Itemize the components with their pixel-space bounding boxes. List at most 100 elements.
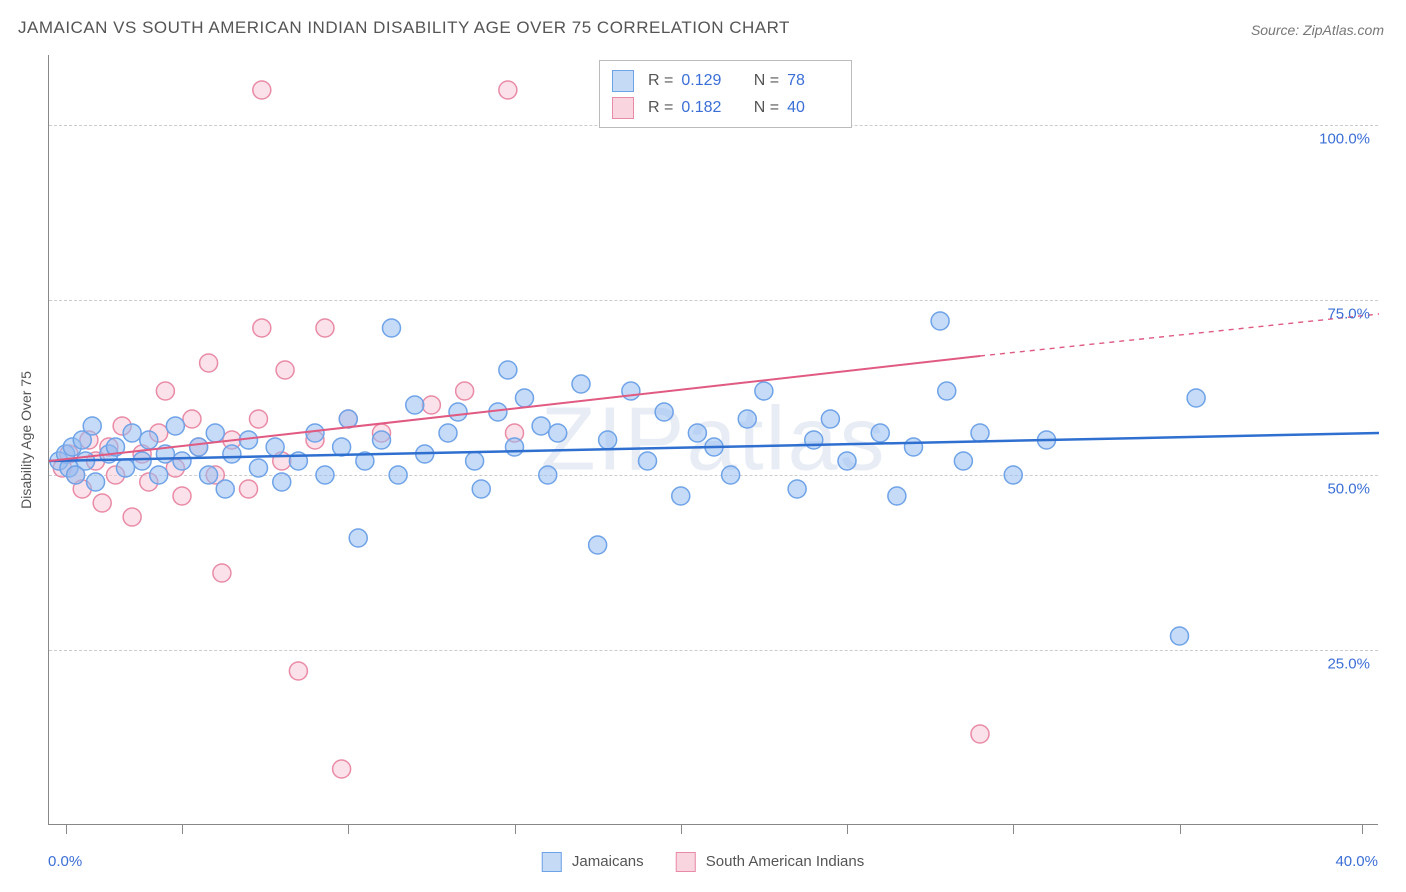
x-tick [1362,824,1363,834]
data-point [93,494,111,512]
data-point [406,396,424,414]
data-point [1187,389,1205,407]
stats-n-label: N = [754,67,779,94]
data-point [655,403,673,421]
data-point [466,452,484,470]
data-point [316,319,334,337]
legend-label-sai: South American Indians [706,853,864,870]
data-point [888,487,906,505]
data-point [306,424,324,442]
x-tick [1013,824,1014,834]
data-point [249,410,267,428]
data-point [333,438,351,456]
scatter-svg [49,55,1378,824]
legend-swatch-blue-icon [542,852,562,872]
data-point [499,361,517,379]
data-point [289,662,307,680]
data-point [589,536,607,554]
stats-r-label: R = [648,94,673,121]
data-point [422,396,440,414]
source-attribution: Source: ZipAtlas.com [1251,22,1384,38]
data-point [200,466,218,484]
data-point [472,480,490,498]
data-point [240,480,258,498]
data-point [253,319,271,337]
data-point [688,424,706,442]
data-point [931,312,949,330]
data-point [954,452,972,470]
data-point [183,410,201,428]
data-point [266,438,284,456]
chart-title: JAMAICAN VS SOUTH AMERICAN INDIAN DISABI… [18,18,790,38]
data-point [1171,627,1189,645]
data-point [549,424,567,442]
data-point [133,452,151,470]
data-point [539,466,557,484]
data-point [805,431,823,449]
legend-item-jamaicans: Jamaicans [542,852,644,872]
stats-n-label: N = [754,94,779,121]
stats-r-label: R = [648,67,673,94]
data-point [439,424,457,442]
data-point [572,375,590,393]
x-axis-label-right: 40.0% [1335,853,1378,870]
x-tick [681,824,682,834]
data-point [622,382,640,400]
data-point [382,319,400,337]
data-point [938,382,956,400]
data-point [722,466,740,484]
data-point [140,431,158,449]
stats-row-jamaicans: R = 0.129 N = 78 [612,67,839,94]
plot-area: ZIPatlas R = 0.129 N = 78 R = 0.182 N = … [48,55,1378,825]
y-axis-title: Disability Age Over 75 [18,371,34,509]
data-point [905,438,923,456]
data-point [339,410,357,428]
y-axis-label: 75.0% [1327,306,1370,323]
y-axis-label: 50.0% [1327,481,1370,498]
data-point [1004,466,1022,484]
legend-swatch-pink-icon [676,852,696,872]
regression-line-dashed [980,314,1379,356]
x-tick [515,824,516,834]
data-point [515,389,533,407]
data-point [838,452,856,470]
data-point [349,529,367,547]
legend-item-sai: South American Indians [676,852,865,872]
data-point [449,403,467,421]
x-tick [847,824,848,834]
data-point [599,431,617,449]
swatch-pink-icon [612,97,634,119]
bottom-legend: Jamaicans South American Indians [542,852,864,872]
x-tick [348,824,349,834]
data-point [173,452,191,470]
data-point [532,417,550,435]
y-axis-label: 25.0% [1327,656,1370,673]
data-point [273,473,291,491]
stats-legend-box: R = 0.129 N = 78 R = 0.182 N = 40 [599,60,852,128]
x-tick [1180,824,1181,834]
x-ticks [49,824,1378,834]
data-point [87,473,105,491]
stats-n-value-sai: 40 [787,94,839,121]
data-point [150,466,168,484]
data-point [173,487,191,505]
data-point [216,480,234,498]
data-point [156,382,174,400]
data-point [316,466,334,484]
data-point [123,508,141,526]
data-point [333,760,351,778]
data-point [499,81,517,99]
data-point [389,466,407,484]
stats-row-sai: R = 0.182 N = 40 [612,94,839,121]
data-point [200,354,218,372]
x-tick [66,824,67,834]
data-point [639,452,657,470]
legend-label-jamaicans: Jamaicans [572,853,644,870]
swatch-blue-icon [612,70,634,92]
data-point [755,382,773,400]
data-point [213,564,231,582]
data-point [971,725,989,743]
data-point [672,487,690,505]
data-point [249,459,267,477]
data-point [788,480,806,498]
